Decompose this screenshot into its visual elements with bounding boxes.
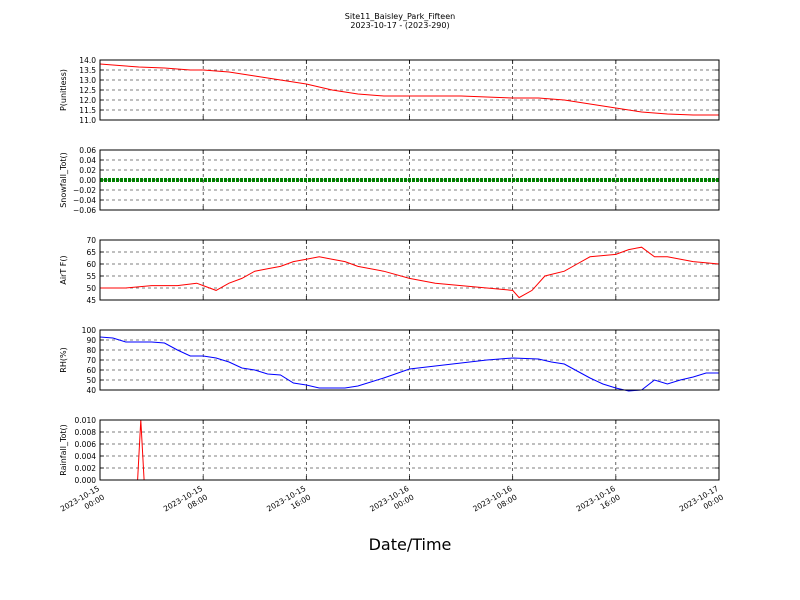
- y-axis-label: Snowfall_Tot(): [59, 152, 68, 208]
- y-tick-label: 40: [86, 386, 96, 395]
- y-tick-label: 70: [86, 356, 96, 365]
- x-tick-label: 2023-10-1500:00: [59, 484, 106, 522]
- y-tick-label: 13.0: [79, 76, 96, 85]
- y-tick-label: 11.0: [79, 116, 96, 125]
- series-line: [99, 63, 719, 116]
- y-tick-label: 12.0: [79, 96, 96, 105]
- y-tick-label: 0.006: [75, 440, 97, 449]
- series-line: [99, 336, 719, 392]
- x-tick-label: 2023-10-1700:00: [678, 484, 725, 522]
- y-tick-label: 0.000: [75, 476, 97, 485]
- y-tick-label: 80: [86, 346, 96, 355]
- panel-2: 70 65 60 55 50 45 AirT F(): [59, 236, 720, 305]
- y-tick-label: −0.06: [73, 206, 96, 215]
- y-tick-label: 0.004: [75, 452, 97, 461]
- series-line: [100, 246, 720, 299]
- y-tick-label: 13.5: [79, 66, 96, 75]
- y-tick-label: 0.06: [79, 146, 96, 155]
- x-tick-labels: 2023-10-1500:00 2023-10-1508:00 2023-10-15…: [59, 484, 725, 522]
- x-axis-label: Date/Time: [369, 535, 452, 554]
- axes-frame: [99, 239, 720, 301]
- axes-frame: [99, 329, 720, 391]
- y-tick-label: 12.5: [79, 86, 96, 95]
- y-axis-label: RH(%): [59, 347, 68, 372]
- y-tick-label: 100: [82, 326, 97, 335]
- y-tick-label: 60: [86, 366, 96, 375]
- x-tick-label: 2023-10-1600:00: [368, 484, 415, 522]
- y-axis-label: AirT F(): [59, 255, 68, 284]
- x-tick-label: 2023-10-1616:00: [575, 484, 622, 522]
- axes-frame: [99, 59, 720, 121]
- panel-4: 0.010 0.008 0.006 0.004 0.002 0.000 Rainfall_T…: [59, 416, 720, 485]
- x-tick-label: 2023-10-1516:00: [265, 484, 312, 522]
- y-tick-label: 90: [86, 336, 96, 345]
- y-tick-label: 60: [86, 260, 96, 269]
- panel-1: 0.060.040.020.00−0.02−0.04−0.06 Snowfall_…: [59, 146, 720, 215]
- y-tick-label: 65: [86, 248, 96, 257]
- x-tick-label: 2023-10-1508:00: [162, 484, 209, 522]
- y-tick-label: 0.04: [79, 156, 96, 165]
- y-axis-label: Rainfall_Tot(): [59, 424, 68, 476]
- y-axis-label: P(unitless): [59, 69, 68, 111]
- y-tick-label: 50: [86, 284, 96, 293]
- chart-subtitle: 2023-10-17 - (2023-290): [350, 21, 449, 30]
- y-tick-label: 55: [86, 272, 96, 281]
- panels: 14.013.513.012.512.011.511.0 P(unitless) 0…: [59, 56, 720, 485]
- y-tick-label: 50: [86, 376, 96, 385]
- y-tick-label: 0.008: [75, 428, 97, 437]
- y-tick-label: 0.010: [75, 416, 97, 425]
- x-tick-label: 2023-10-1608:00: [471, 484, 518, 522]
- y-tick-label: 0.02: [79, 166, 96, 175]
- y-tick-label: 70: [86, 236, 96, 245]
- y-tick-label: 0.002: [75, 464, 97, 473]
- y-tick-label: 0.00: [79, 176, 96, 185]
- chart-title: Site11_Baisley_Park_Fifteen: [345, 12, 455, 21]
- y-tick-label: 14.0: [79, 56, 96, 65]
- y-tick-label: −0.02: [73, 186, 96, 195]
- y-tick-label: 11.5: [79, 106, 96, 115]
- panel-0: 14.013.513.012.512.011.511.0 P(unitless): [59, 56, 720, 125]
- axes-frame: [99, 419, 720, 481]
- axes-frame: [99, 149, 720, 211]
- y-tick-label: −0.04: [73, 196, 96, 205]
- y-tick-label: 45: [86, 296, 96, 305]
